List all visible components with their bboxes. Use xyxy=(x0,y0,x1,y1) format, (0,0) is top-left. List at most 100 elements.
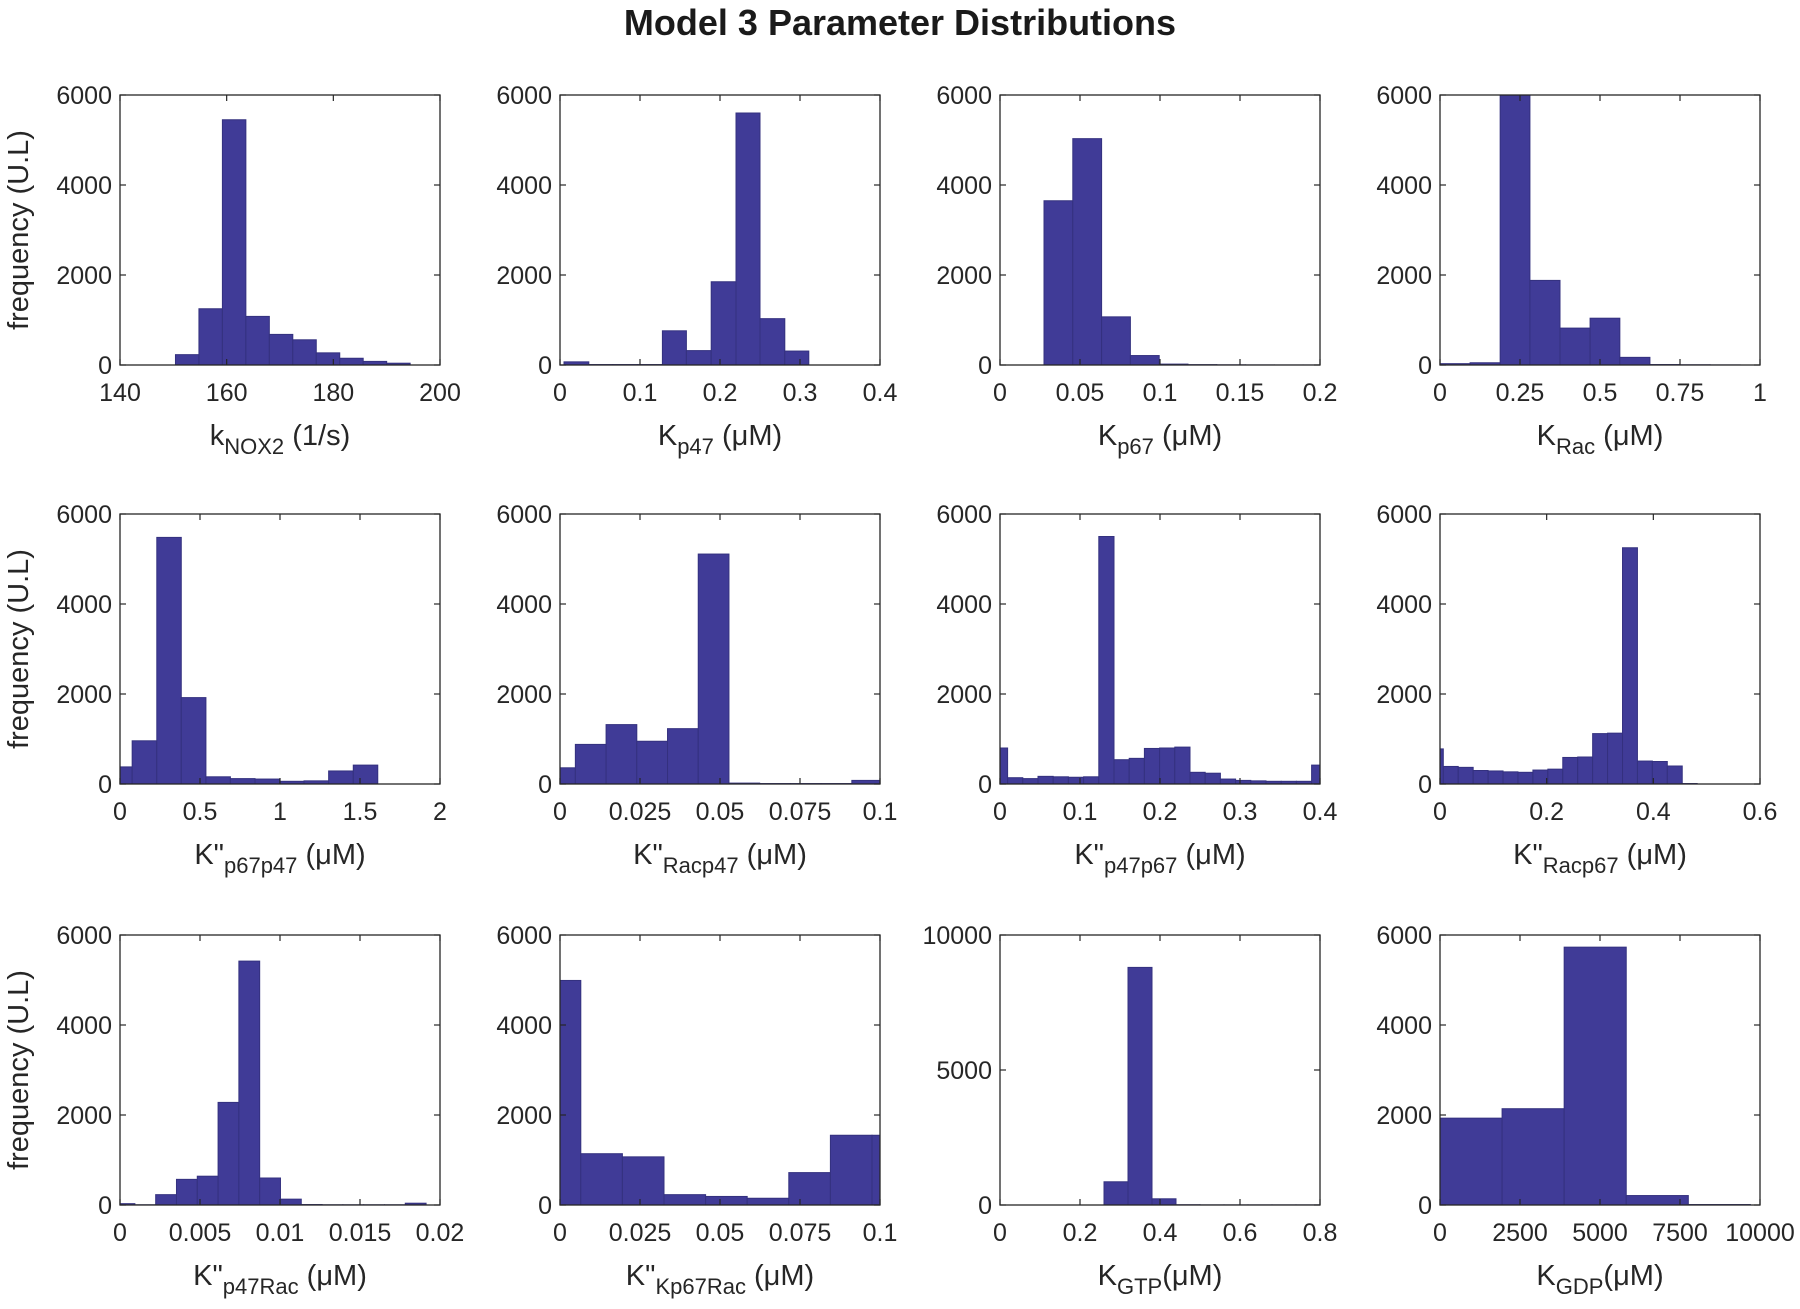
histogram-bar xyxy=(1666,765,1683,785)
y-tick-label: 4000 xyxy=(56,1012,112,1040)
y-tick-label: 0 xyxy=(538,1192,552,1220)
histogram-bar xyxy=(1472,770,1489,785)
y-tick-label: 4000 xyxy=(1376,591,1432,619)
histogram-bar xyxy=(245,315,270,366)
histogram-bar xyxy=(759,318,786,366)
histogram-bar xyxy=(1103,1181,1129,1206)
histogram-bar xyxy=(221,119,247,366)
y-tick-label: 4000 xyxy=(496,172,552,200)
histogram-bar xyxy=(1022,778,1039,785)
y-tick-label: 0 xyxy=(538,771,552,799)
histogram-bar xyxy=(352,764,379,785)
x-axis-label: Kp67 (μM) xyxy=(1098,420,1222,459)
histogram-bar xyxy=(155,1194,177,1206)
histogram-bar xyxy=(735,112,761,366)
x-axis-label: K"p47p67 (μM) xyxy=(1074,839,1245,878)
histogram-bar xyxy=(339,357,364,366)
y-tick-label: 2000 xyxy=(496,681,552,709)
histogram-bar xyxy=(784,350,810,366)
histogram-bar xyxy=(1625,1195,1689,1206)
x-tick-label: 1 xyxy=(1753,379,1767,407)
histogram-panel-12: 0 2500 5000 7500 10000 0 2000 4000 6000 KGDP(μM) xyxy=(1376,922,1794,1299)
y-tick-label: 6000 xyxy=(56,501,112,529)
y-tick-label: 2000 xyxy=(56,681,112,709)
histogram-bar xyxy=(1098,536,1115,785)
y-tick-label: 0 xyxy=(978,1192,992,1220)
x-tick-label: 0.15 xyxy=(1216,379,1265,407)
x-tick-label: 0 xyxy=(553,379,567,407)
histogram-bar xyxy=(254,778,281,785)
x-tick-label: 140 xyxy=(99,379,141,407)
y-tick-label: 2000 xyxy=(1376,681,1432,709)
x-tick-label: 180 xyxy=(312,379,354,407)
histogram-bar xyxy=(580,1153,623,1206)
histogram-bar xyxy=(259,1177,281,1206)
y-tick-label: 6000 xyxy=(1376,922,1432,950)
histogram-bar xyxy=(1487,770,1504,785)
x-tick-label: 0.3 xyxy=(1223,798,1258,826)
y-tick-label: 6000 xyxy=(496,82,552,110)
histogram-bar xyxy=(1457,766,1474,785)
histogram-bar xyxy=(663,1194,707,1206)
x-tick-label: 0.3 xyxy=(783,379,818,407)
x-tick-label: 0.1 xyxy=(863,798,898,826)
histogram-bar xyxy=(1559,327,1591,366)
histogram-bar xyxy=(1067,776,1085,785)
y-axis-label: frequency (U.L) xyxy=(3,130,35,330)
axes-box xyxy=(1439,513,1761,785)
histogram-bar xyxy=(119,766,133,785)
histogram-bar xyxy=(315,352,341,366)
x-axis-label: kNOX2 (1/s) xyxy=(210,420,350,459)
histogram-bar xyxy=(1577,756,1594,785)
histogram-bar xyxy=(705,1195,748,1206)
x-tick-label: 160 xyxy=(206,379,248,407)
x-axis-label: K"Racp47 (μM) xyxy=(633,839,807,878)
histogram-bar xyxy=(605,724,638,785)
histogram-bar xyxy=(1037,775,1054,785)
histogram-bar xyxy=(131,740,158,785)
x-tick-label: 0 xyxy=(1433,379,1447,407)
histogram-panel-4: 0 0.25 0.5 0.75 1 0 2000 4000 6000 KRac (μM) xyxy=(1376,82,1767,459)
x-tick-label: 0 xyxy=(1433,1219,1447,1247)
x-tick-label: 0.6 xyxy=(1743,798,1778,826)
histogram-bar xyxy=(328,770,354,785)
y-tick-label: 10000 xyxy=(922,922,992,950)
x-tick-label: 0.8 xyxy=(1303,1219,1338,1247)
histogram-bar xyxy=(1636,760,1653,785)
x-tick-label: 0.05 xyxy=(1056,379,1105,407)
histogram-bar xyxy=(636,740,669,785)
histogram-bar xyxy=(1547,768,1564,785)
y-tick-label: 0 xyxy=(98,771,112,799)
y-tick-label: 2000 xyxy=(936,262,992,290)
y-tick-label: 0 xyxy=(1418,352,1432,380)
histogram-bar xyxy=(788,1172,831,1206)
y-tick-label: 2000 xyxy=(56,262,112,290)
x-tick-label: 0.4 xyxy=(863,379,898,407)
x-tick-label: 0.1 xyxy=(623,379,658,407)
histogram-bar xyxy=(174,354,200,366)
x-tick-label: 0.025 xyxy=(609,798,672,826)
x-tick-label: 0.25 xyxy=(1496,379,1545,407)
axes-box xyxy=(119,934,441,1206)
histogram-bar xyxy=(1189,771,1206,785)
y-tick-label: 0 xyxy=(978,771,992,799)
x-tick-label: 0.4 xyxy=(1636,798,1671,826)
x-tick-label: 200 xyxy=(419,379,461,407)
histogram-bar xyxy=(1651,761,1668,785)
y-tick-label: 5000 xyxy=(936,1057,992,1085)
histogram-bar xyxy=(268,333,294,366)
x-tick-label: 0.2 xyxy=(1303,379,1338,407)
histogram-bar xyxy=(1204,772,1221,785)
y-tick-label: 6000 xyxy=(56,922,112,950)
x-axis-label: KGTP(μM) xyxy=(1098,1260,1223,1299)
histogram-bar xyxy=(1174,746,1191,785)
histogram-bar xyxy=(205,776,231,785)
y-tick-label: 0 xyxy=(98,1192,112,1220)
y-tick-label: 4000 xyxy=(1376,172,1432,200)
x-tick-label: 0.1 xyxy=(1063,798,1098,826)
histogram-panel-3: 0 0.05 0.1 0.15 0.2 0 2000 4000 6000 Kp67 (μM) xyxy=(936,82,1337,459)
x-axis-label: K"p47Rac (μM) xyxy=(193,1260,367,1299)
x-axis-label: K"p67p47 (μM) xyxy=(194,839,365,878)
x-axis-label: KGDP(μM) xyxy=(1536,1260,1663,1299)
